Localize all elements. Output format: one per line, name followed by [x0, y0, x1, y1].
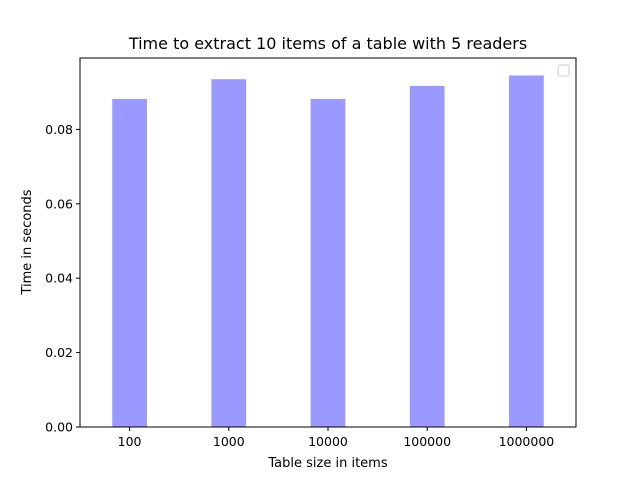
bar-1000000: [509, 75, 544, 428]
y-tick-label: 0.06: [45, 196, 73, 211]
x-tick-label: 100: [118, 434, 142, 449]
x-axis-ticks: 100 1000 10000 100000 1000000: [118, 427, 555, 449]
bar-100: [112, 98, 147, 428]
chart-title: Time to extract 10 items of a table with…: [128, 34, 527, 53]
y-tick-label: 0.04: [45, 271, 73, 286]
y-tick-label: 0.08: [45, 122, 73, 137]
x-axis-label: Table size in items: [267, 456, 387, 471]
legend-box: [557, 64, 570, 77]
x-tick-label: 1000000: [499, 434, 555, 449]
y-tick-label: 0.00: [45, 420, 73, 435]
x-tick-label: 1000: [213, 434, 245, 449]
bars-group: [112, 75, 544, 428]
y-axis-label: Time in seconds: [20, 189, 35, 295]
bar-100000: [409, 85, 445, 427]
y-tick-label: 0.02: [45, 345, 73, 360]
y-axis-ticks: 0.00 0.02 0.04 0.06 0.08: [45, 122, 80, 435]
x-tick-label: 100000: [403, 434, 451, 449]
x-tick-label: 10000: [308, 434, 348, 449]
bar-10000: [310, 98, 346, 428]
bar-1000: [211, 79, 247, 427]
